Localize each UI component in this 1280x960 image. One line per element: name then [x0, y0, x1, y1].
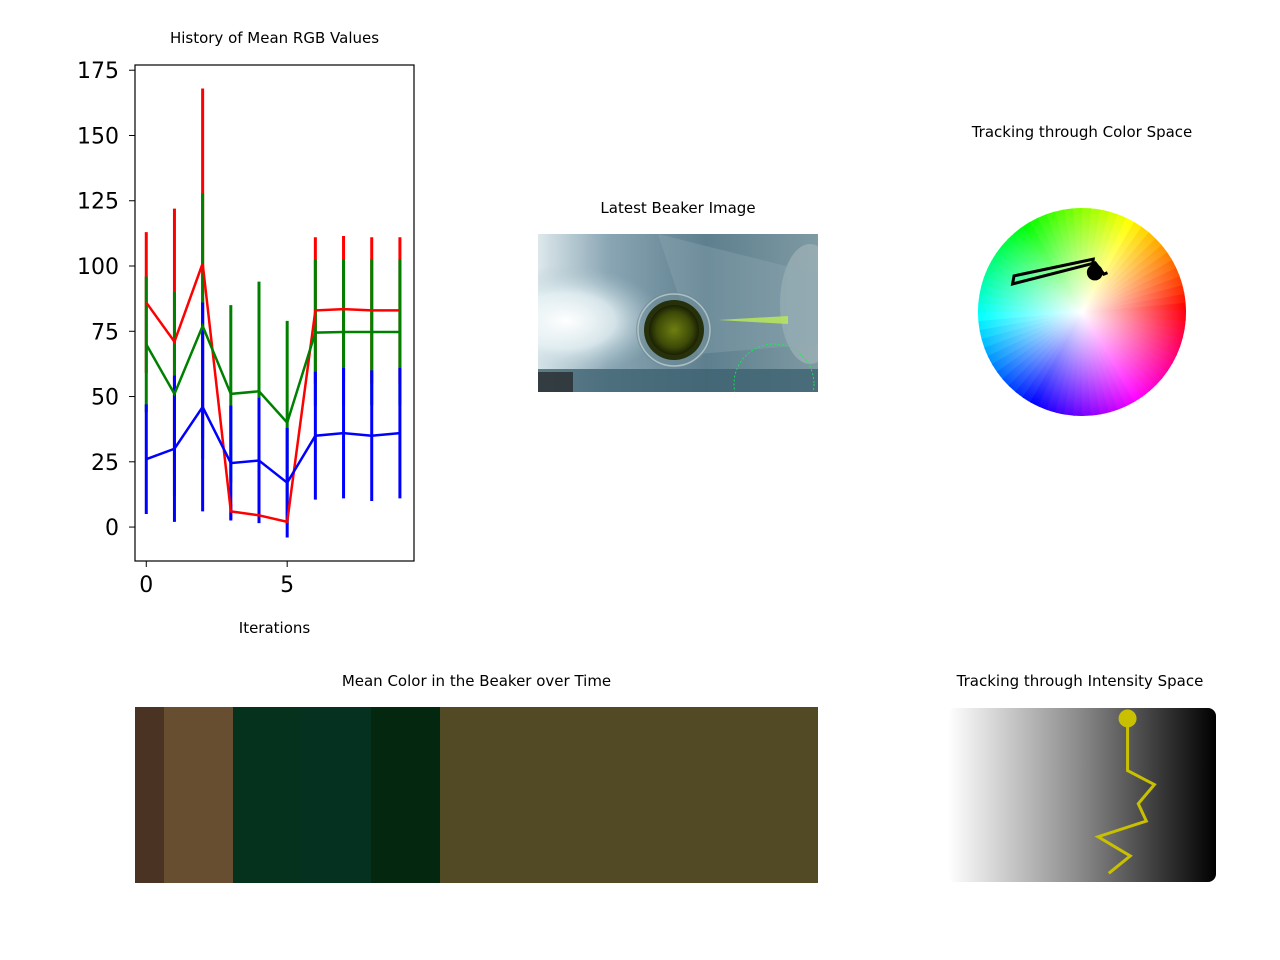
- intensity-current-point: [1118, 709, 1137, 728]
- color-space-title: Tracking through Color Space: [971, 123, 1193, 141]
- y-tick-label: 75: [91, 320, 119, 345]
- mean-color-title: Mean Color in the Beaker over Time: [341, 672, 612, 690]
- color-swatch: [371, 707, 440, 883]
- current-color-point: [1086, 264, 1103, 281]
- beaker-image-title: Latest Beaker Image: [600, 199, 756, 217]
- y-tick-label: 50: [91, 386, 119, 411]
- color-trajectory: [1010, 257, 1109, 286]
- series-line-2: [145, 404, 401, 485]
- mean-color-strip: [135, 707, 818, 883]
- series-line-0: [145, 262, 400, 524]
- beaker-photo: [538, 234, 818, 392]
- rgb-chart-xlabel: Iterations: [238, 619, 311, 637]
- color-wheel: [970, 200, 1194, 424]
- y-tick-label: 125: [77, 190, 119, 215]
- y-tick-label: 25: [91, 451, 119, 476]
- color-swatch: [164, 707, 233, 883]
- y-tick-label: 150: [77, 124, 119, 149]
- intensity-space-title: Tracking through Intensity Space: [956, 672, 1204, 690]
- x-tick-label: 0: [139, 573, 153, 598]
- plot-frame: [134, 64, 415, 562]
- intensity-bar: [948, 708, 1216, 882]
- y-tick-label: 0: [105, 516, 119, 541]
- intensity-gradient: [948, 708, 1216, 882]
- y-tick-label: 100: [77, 255, 119, 280]
- color-swatch: [440, 707, 818, 883]
- color-swatch: [135, 707, 164, 883]
- series-line-1: [145, 322, 400, 426]
- color-swatch: [302, 707, 371, 883]
- intensity-trajectory: [1094, 718, 1157, 875]
- saturation-overlay: [978, 208, 1186, 416]
- x-tick-label: 5: [280, 573, 294, 598]
- rgb-chart-title: History of Mean RGB Values: [169, 29, 380, 47]
- y-tick-label: 175: [77, 59, 119, 84]
- color-swatch: [233, 707, 302, 883]
